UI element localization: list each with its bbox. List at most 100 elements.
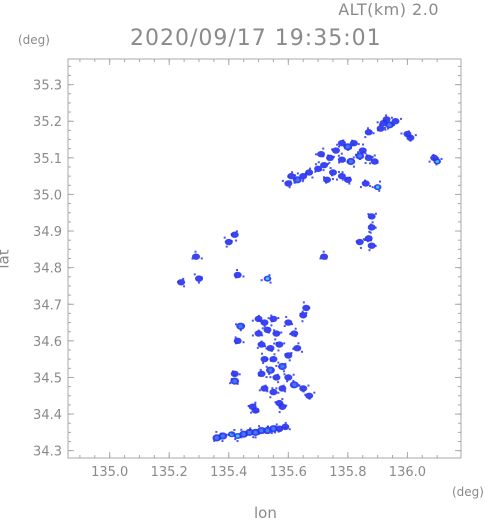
echo-cell <box>272 329 283 341</box>
x-tick-label: 135.0 <box>91 465 128 480</box>
echo-cell <box>247 401 257 413</box>
echo-cell <box>289 327 299 338</box>
echo-cell <box>371 180 382 192</box>
echo-cell <box>235 322 246 332</box>
y-tick-label: 34.5 <box>33 371 62 386</box>
echo-cell <box>258 384 269 393</box>
echo-cell <box>326 154 335 164</box>
echo-cell <box>287 171 297 180</box>
echo-cell <box>281 179 293 189</box>
echo-cell <box>315 147 326 158</box>
echo-cell <box>233 336 245 345</box>
echo-cell <box>357 143 367 155</box>
echo-cell <box>229 374 240 385</box>
y-tick-label: 34.7 <box>33 298 62 313</box>
x-axis-unit: (deg) <box>452 485 484 499</box>
echo-cell <box>304 391 316 400</box>
echo-cell <box>266 425 278 434</box>
echo-cell <box>364 154 374 164</box>
echo-cell <box>428 153 440 163</box>
echo-cell <box>298 384 310 393</box>
echo-cell <box>265 342 276 352</box>
echo-cell <box>359 179 372 189</box>
echo-cell <box>301 301 311 313</box>
echo-cell <box>331 145 341 157</box>
timestamp-title: 2020/09/17 19:35:01 <box>130 26 382 51</box>
echo-cell <box>341 176 352 185</box>
tick-layer: 135.0 135.2 135.4 135.6 135.8 136.0 34.3 34.4 34… <box>33 59 461 480</box>
x-tick-label: 135.4 <box>210 465 247 480</box>
y-tick-label: 35.3 <box>33 79 62 94</box>
x-tick-label: 135.2 <box>151 465 188 480</box>
echo-cell <box>289 379 301 389</box>
echo-cell <box>405 133 417 142</box>
echo-cell <box>193 273 203 284</box>
x-tick-label: 135.8 <box>329 465 366 480</box>
echo-cell <box>364 127 375 139</box>
echo-cell <box>278 403 288 414</box>
echo-cell <box>256 340 267 349</box>
echo-cell <box>314 163 323 173</box>
echo-cell <box>177 277 186 288</box>
echo-cell <box>230 230 239 242</box>
y-tick-label: 34.8 <box>33 262 62 277</box>
echo-cell <box>269 387 280 399</box>
echo-cell <box>299 311 308 323</box>
echo-cell <box>369 154 379 165</box>
echo-cell <box>275 384 287 393</box>
echo-cell <box>223 236 233 248</box>
y-tick-label: 35.0 <box>33 188 62 203</box>
echo-cell <box>376 119 388 129</box>
echo-cell <box>269 353 280 364</box>
echo-cell <box>260 352 269 364</box>
echo-cell <box>212 430 222 442</box>
y-tick-label: 34.6 <box>33 335 62 350</box>
echo-cell <box>367 223 377 233</box>
echo-cell <box>283 315 294 328</box>
y-tick-label: 34.9 <box>33 225 62 240</box>
echo-cell <box>337 152 346 164</box>
y-tick-label: 34.4 <box>33 408 62 423</box>
x-axis-label: lon <box>254 504 277 522</box>
echo-layer <box>177 114 443 443</box>
y-axis-unit: (deg) <box>18 33 50 47</box>
plot-frame <box>67 58 462 459</box>
echo-cell <box>284 351 293 362</box>
echo-cell <box>279 421 291 432</box>
echo-cell <box>349 139 360 150</box>
echo-cell <box>390 116 403 126</box>
echo-cell <box>261 324 273 334</box>
echo-cell <box>191 250 203 260</box>
echo-cell <box>258 317 270 328</box>
echo-cell <box>328 167 340 177</box>
x-tick-label: 135.6 <box>270 465 307 480</box>
altitude-label: ALT(km) 2.0 <box>338 0 439 19</box>
echo-cell <box>292 342 304 353</box>
echo-cell <box>257 368 268 379</box>
echo-cell <box>251 329 264 337</box>
echo-cell <box>364 231 373 242</box>
echo-cell <box>275 362 287 373</box>
echo-cell <box>346 156 356 168</box>
echo-cell <box>296 172 308 183</box>
y-tick-label: 35.1 <box>33 152 62 167</box>
echo-cell <box>260 274 272 284</box>
echo-cell <box>275 341 286 352</box>
echo-cell <box>269 314 280 323</box>
x-tick-label: 136.0 <box>389 465 426 480</box>
echo-cell <box>355 238 365 249</box>
echo-cell <box>305 167 314 179</box>
y-tick-label: 34.3 <box>33 445 62 460</box>
echo-cell <box>269 373 281 384</box>
echo-cell <box>317 161 329 172</box>
echo-cell <box>354 151 365 160</box>
echo-cell <box>233 269 245 279</box>
echo-cell <box>283 373 295 383</box>
echo-cell <box>376 123 387 132</box>
echo-cell <box>366 240 377 252</box>
echo-cell <box>265 365 275 375</box>
echo-cell <box>367 212 377 224</box>
y-tick-label: 35.2 <box>33 115 62 130</box>
echo-cell <box>322 176 334 184</box>
